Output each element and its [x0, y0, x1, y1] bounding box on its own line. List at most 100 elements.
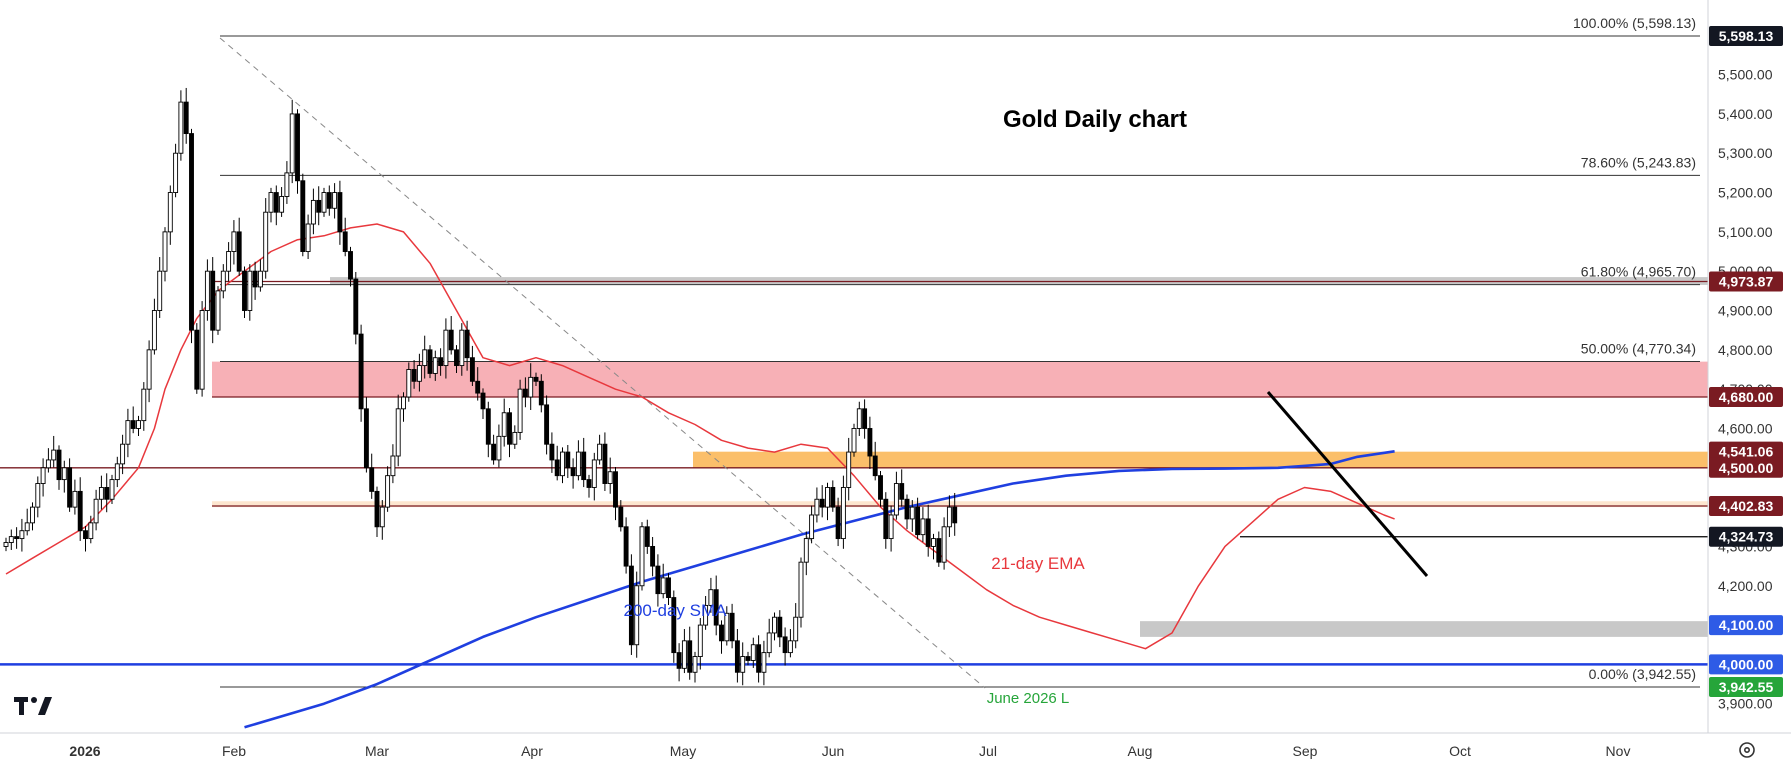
- candle-body: [189, 133, 194, 331]
- candle-body: [284, 172, 290, 197]
- settings-icon[interactable]: [1739, 742, 1755, 758]
- candle-body: [268, 192, 274, 213]
- candle-body: [819, 498, 825, 508]
- candle-167: [888, 505, 894, 552]
- price-tag-bg: [1709, 271, 1783, 292]
- candle-143: [761, 640, 767, 686]
- candle-30: [162, 227, 168, 282]
- candle-18: [98, 475, 104, 510]
- candle-67: [358, 324, 364, 422]
- candle-body: [385, 475, 391, 508]
- candle-171: [909, 500, 915, 532]
- downtrend-line: [1266, 391, 1429, 577]
- candle-164: [872, 441, 878, 481]
- candle-body: [952, 506, 958, 524]
- candle-body: [448, 329, 454, 351]
- candle-32: [173, 143, 179, 198]
- candle-153: [814, 487, 820, 523]
- candle-body: [607, 471, 613, 484]
- candle-body: [618, 506, 624, 528]
- candle-body: [363, 408, 369, 469]
- candle-6: [35, 476, 41, 518]
- y-tick-label: 4,900.00: [1718, 303, 1773, 319]
- candle-150: [798, 557, 804, 628]
- candle-body: [226, 251, 232, 272]
- sma-annotation: 200-day SMA: [624, 601, 728, 620]
- candle-131: [697, 618, 703, 670]
- candle-13: [72, 479, 78, 515]
- candle-body: [793, 616, 799, 642]
- candle-77: [411, 360, 417, 389]
- candle-155: [825, 482, 830, 521]
- candle-91: [485, 401, 491, 458]
- candle-body: [697, 624, 703, 657]
- candle-120: [639, 522, 645, 591]
- candle-body: [904, 498, 910, 520]
- candle-body: [326, 192, 332, 209]
- candle-body: [777, 616, 783, 638]
- candle-12: [67, 458, 73, 512]
- y-tick-label: 5,500.00: [1718, 67, 1773, 83]
- x-axis-label: Jun: [822, 743, 845, 759]
- candle-body: [554, 459, 560, 477]
- candle-73: [390, 444, 396, 484]
- price-tag-label: 4,324.73: [1719, 529, 1774, 545]
- price-tag: 4,000.00: [1709, 654, 1783, 675]
- candle-21: [114, 456, 120, 488]
- candle-139: [740, 642, 746, 686]
- candle-body: [98, 487, 104, 500]
- candle-127: [676, 643, 682, 682]
- candle-body: [61, 467, 67, 481]
- candle-body: [560, 451, 565, 477]
- candle-142: [756, 635, 762, 683]
- candle-70: [374, 486, 380, 538]
- candle-174: [925, 504, 931, 557]
- candle-44: [236, 217, 242, 276]
- y-tick-label: 4,800.00: [1718, 342, 1773, 358]
- candle-116: [618, 500, 624, 532]
- candle-179: [952, 492, 958, 536]
- candle-83: [443, 318, 449, 379]
- candle-124: [660, 563, 666, 599]
- candle-59: [316, 186, 322, 226]
- candle-119: [634, 571, 640, 658]
- candle-104: [554, 445, 560, 481]
- candle-body: [77, 490, 83, 532]
- candle-body: [925, 518, 931, 547]
- price-tag-label: 4,000.00: [1719, 656, 1774, 672]
- candle-112: [597, 434, 603, 465]
- candle-body: [353, 278, 359, 335]
- candle-111: [591, 452, 597, 501]
- candle-130: [692, 651, 698, 683]
- candle-body: [544, 404, 550, 445]
- candle-89: [475, 367, 481, 401]
- candle-16: [88, 515, 94, 544]
- candle-75: [401, 392, 406, 422]
- x-axis-label: Nov: [1606, 743, 1631, 759]
- candle-body: [809, 514, 815, 540]
- candle-151: [803, 531, 809, 576]
- candle-114: [607, 457, 613, 494]
- candle-170: [904, 494, 910, 530]
- candle-body: [708, 589, 714, 606]
- candle-body: [263, 211, 269, 272]
- candle-body: [194, 329, 200, 390]
- candle-body: [247, 270, 253, 311]
- candle-56: [300, 173, 306, 257]
- candle-body: [517, 388, 523, 433]
- candle-body: [146, 349, 152, 390]
- x-axis-label: Sep: [1293, 743, 1318, 759]
- candle-body: [141, 388, 147, 422]
- candle-161: [856, 401, 862, 436]
- candle-body: [130, 420, 136, 429]
- candle-61: [326, 185, 332, 216]
- candle-113: [602, 432, 608, 492]
- candle-body: [846, 451, 852, 488]
- candle-3: [19, 518, 25, 552]
- price-tag: 4,500.00: [1709, 457, 1783, 478]
- candle-body: [491, 443, 497, 461]
- candle-body: [19, 530, 25, 540]
- candle-95: [507, 408, 512, 458]
